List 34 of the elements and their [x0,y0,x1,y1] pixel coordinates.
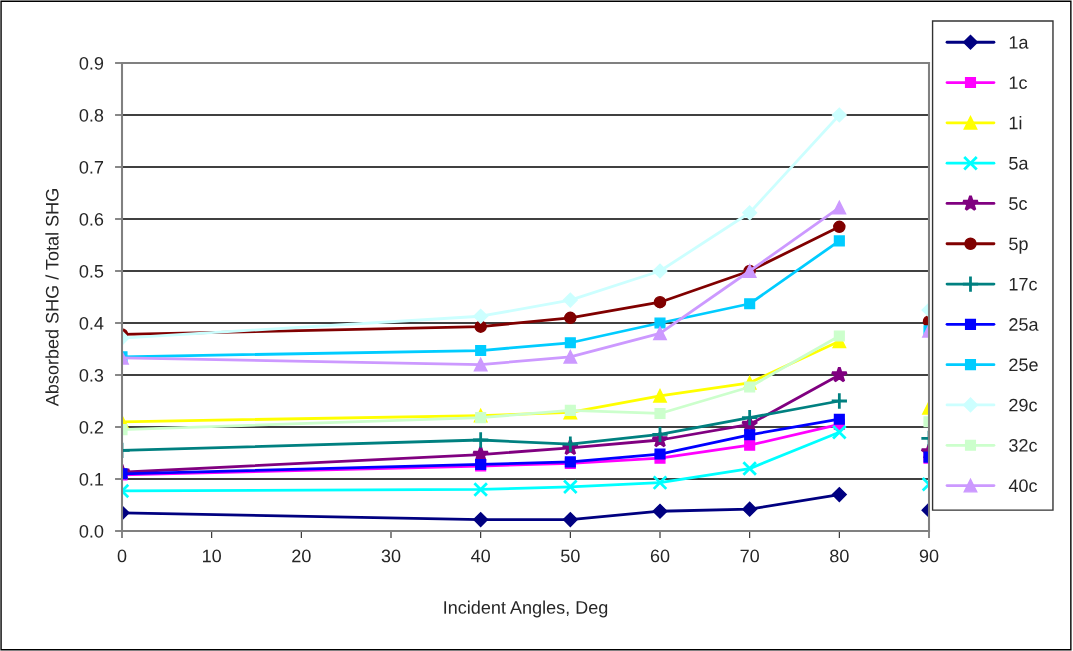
legend-label: 40c [1008,479,1038,493]
x-tick-label: 60 [650,549,670,563]
legend-label: 5p [1009,237,1028,254]
legend-label: 1c [1009,76,1027,90]
x-axis-title: Incident Angles, Deg [444,600,608,618]
x-tick-label: 50 [561,549,580,563]
legend-label: 17c [1009,277,1038,291]
x-tick-label: 90 [919,549,939,563]
x-tick-label: 20 [292,549,311,563]
x-tick-label: 30 [381,549,401,563]
y-tick-label: 0.2 [79,420,104,434]
y-axis-title: Absorbed SHG / Total SHG [45,189,59,407]
legend-label: 29c [1009,398,1038,412]
y-tick-label: 0.6 [79,212,104,226]
legend-label: 25a [1009,318,1039,331]
legend-label: 32c [1009,438,1038,452]
x-tick-label: 10 [203,549,221,563]
y-tick-label: 0.7 [79,160,104,174]
y-tick-label: 0.1 [79,472,104,486]
y-tick-label: 0.3 [79,368,104,382]
legend-label: 1a [1009,36,1029,49]
y-tick-label: 0.9 [79,56,104,70]
legend-label: 25e [1009,358,1038,372]
y-tick-label: 0.4 [79,316,104,330]
legend-label: 1i [1009,116,1022,130]
y-tick-label: 0.5 [79,264,104,278]
x-tick-label: 80 [830,549,849,563]
x-tick-label: 40 [471,549,490,563]
legend-label: 5c [1009,197,1027,210]
y-tick-label: 0.8 [79,108,104,122]
x-tick-label: 70 [740,549,759,563]
x-tick-label: 0 [117,549,127,563]
y-tick-label: 0.0 [79,524,104,538]
legend-label: 5a [1009,157,1029,170]
